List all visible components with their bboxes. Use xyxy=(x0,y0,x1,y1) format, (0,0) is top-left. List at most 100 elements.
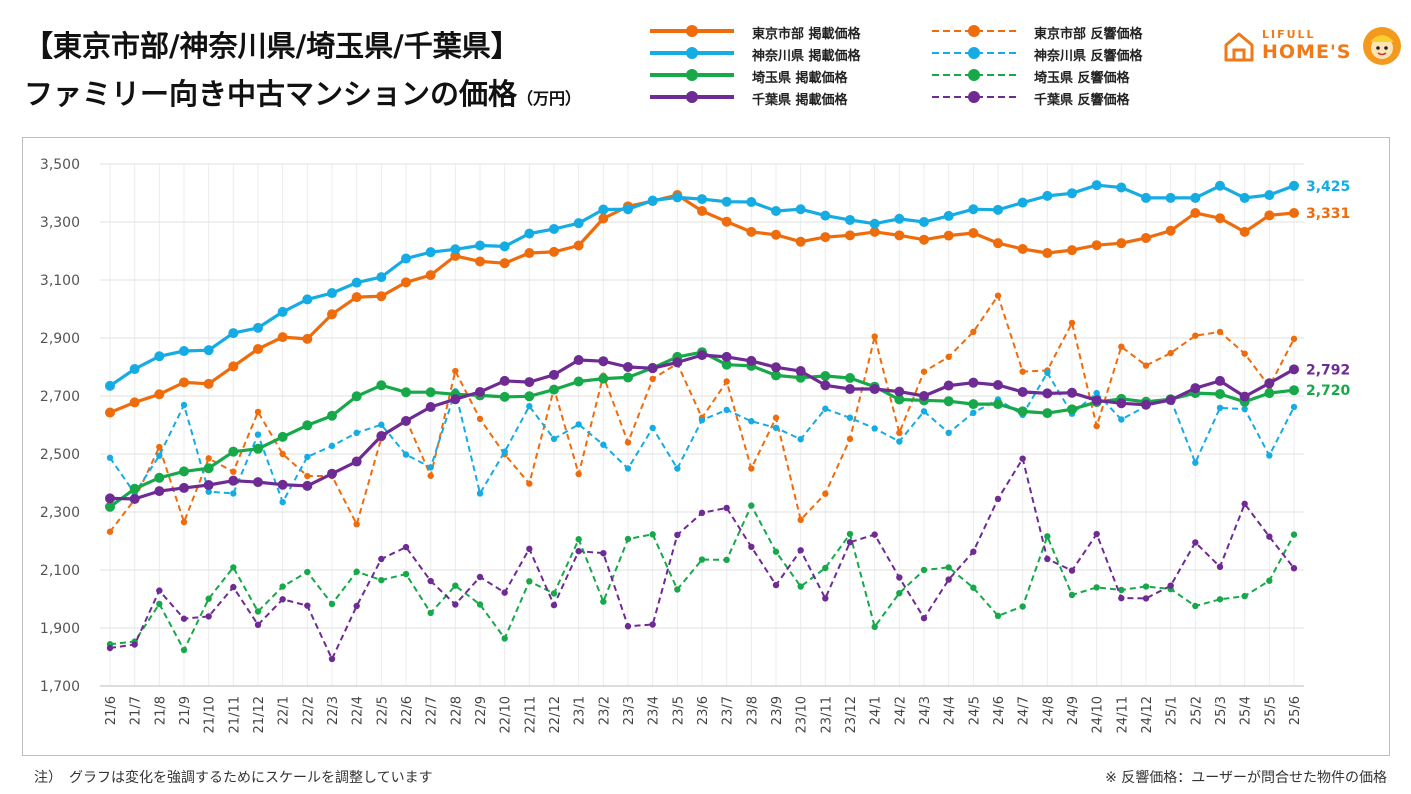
data-point xyxy=(748,502,755,509)
data-point xyxy=(845,373,855,384)
data-point xyxy=(1264,388,1275,399)
data-point xyxy=(501,448,508,455)
data-point xyxy=(1241,350,1248,357)
y-tick-label: 2,700 xyxy=(40,389,80,405)
chart-unit: （万円） xyxy=(517,89,582,108)
data-point xyxy=(277,332,288,343)
data-point xyxy=(894,230,905,241)
legend-label: 神奈川県 反響価格 xyxy=(1034,49,1143,64)
data-point xyxy=(1190,383,1201,394)
x-tick-label: 25/2 xyxy=(1189,696,1204,725)
data-point xyxy=(304,472,311,480)
data-point xyxy=(427,472,434,479)
data-point xyxy=(968,377,979,388)
data-point xyxy=(1019,603,1026,610)
data-point xyxy=(1116,398,1127,409)
data-point xyxy=(623,362,633,372)
legend-swatch xyxy=(650,25,734,37)
data-point xyxy=(871,425,878,432)
data-point xyxy=(746,355,757,366)
data-point xyxy=(450,394,461,405)
data-point xyxy=(452,601,459,608)
data-point xyxy=(129,397,140,408)
data-point xyxy=(721,351,732,362)
data-point xyxy=(1017,243,1028,254)
x-tick-label: 24/10 xyxy=(1091,696,1106,733)
x-tick-label: 23/6 xyxy=(696,696,711,725)
x-tick-label: 23/12 xyxy=(844,696,859,733)
data-point xyxy=(475,386,485,397)
data-point xyxy=(376,272,387,283)
data-point xyxy=(230,564,237,571)
data-point xyxy=(228,361,239,372)
data-point xyxy=(721,359,732,370)
data-point xyxy=(328,600,336,608)
data-point xyxy=(771,229,781,240)
data-point xyxy=(698,556,706,563)
data-point xyxy=(994,612,1002,620)
data-point xyxy=(230,468,237,475)
data-point xyxy=(402,570,410,578)
data-point xyxy=(772,414,780,421)
data-point xyxy=(820,210,831,221)
data-point xyxy=(180,615,188,622)
data-point xyxy=(304,568,311,576)
data-point xyxy=(401,277,411,288)
data-point xyxy=(524,248,535,259)
data-point xyxy=(254,431,262,438)
data-point xyxy=(402,451,410,458)
legend-label: 埼玉県 反響価格 xyxy=(1034,71,1130,86)
x-tick-label: 24/9 xyxy=(1066,696,1081,725)
data-point xyxy=(499,258,510,269)
data-point xyxy=(598,356,609,367)
legend-label: 千葉県 反響価格 xyxy=(1034,93,1130,108)
data-point xyxy=(279,583,286,590)
x-tick-label: 23/1 xyxy=(573,696,588,725)
data-point xyxy=(623,204,633,215)
data-point xyxy=(499,241,510,252)
data-point xyxy=(427,464,434,471)
data-point xyxy=(376,431,387,442)
data-point xyxy=(1118,416,1125,423)
data-point xyxy=(896,590,903,597)
x-tick-label: 21/12 xyxy=(252,696,267,733)
data-point xyxy=(253,322,263,333)
data-point xyxy=(1290,335,1298,343)
data-point xyxy=(1266,577,1273,584)
x-tick-label: 24/1 xyxy=(869,696,884,725)
x-tick-label: 22/8 xyxy=(449,696,464,725)
data-point xyxy=(993,399,1003,410)
x-tick-label: 23/9 xyxy=(770,696,785,725)
data-point xyxy=(1264,210,1275,221)
data-point xyxy=(179,377,189,388)
data-point xyxy=(106,644,114,652)
data-point xyxy=(795,204,806,215)
x-tick-label: 22/7 xyxy=(425,696,440,725)
data-point xyxy=(401,387,411,398)
data-point xyxy=(203,480,214,491)
data-point xyxy=(624,439,632,446)
data-point xyxy=(154,486,165,497)
legend-label: 埼玉県 掲載価格 xyxy=(752,71,848,86)
data-point xyxy=(378,421,385,428)
data-point xyxy=(1239,192,1250,203)
data-point xyxy=(894,394,905,405)
data-point xyxy=(105,380,115,391)
data-point xyxy=(797,436,804,443)
data-point xyxy=(1215,213,1225,224)
data-point xyxy=(896,574,903,581)
data-point xyxy=(1289,208,1299,219)
logo-text-homes: HOME'S xyxy=(1262,41,1352,63)
data-point xyxy=(253,477,263,488)
data-point xyxy=(279,498,286,506)
data-point xyxy=(871,531,878,538)
y-tick-label: 2,900 xyxy=(40,331,80,347)
data-point xyxy=(378,576,385,584)
data-point xyxy=(723,556,730,564)
data-point xyxy=(179,346,189,357)
y-tick-label: 3,100 xyxy=(40,273,80,289)
data-point xyxy=(180,518,188,526)
data-point xyxy=(1216,563,1224,571)
data-point xyxy=(1093,584,1100,591)
legend-swatch xyxy=(932,91,1016,103)
